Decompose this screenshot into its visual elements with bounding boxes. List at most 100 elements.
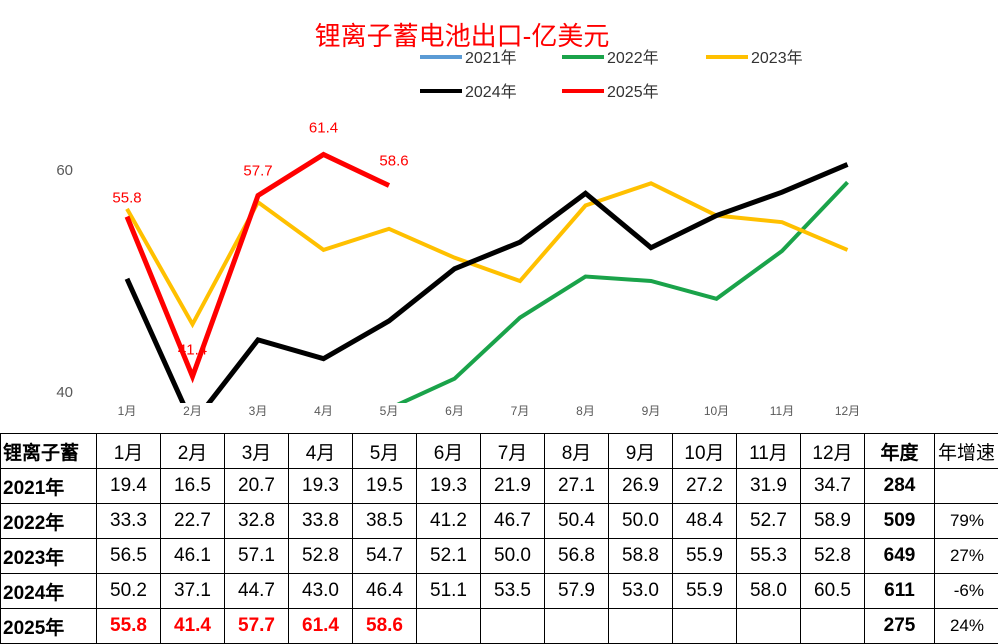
chart-title: 锂离子蓄电池出口-亿美元 bbox=[315, 21, 610, 51]
table-cell: 32.8 bbox=[225, 504, 289, 539]
table-cell: 50.4 bbox=[545, 504, 609, 539]
x-tick-label: 12月 bbox=[835, 404, 860, 418]
series-line-2024年 bbox=[127, 164, 848, 424]
table-cell: 58.9 bbox=[801, 504, 865, 539]
table-cell: 55.8 bbox=[97, 609, 161, 644]
table-cell: 41.2 bbox=[417, 504, 481, 539]
data-label: 55.8 bbox=[112, 190, 141, 207]
data-label: 57.7 bbox=[243, 163, 272, 180]
table-cell bbox=[417, 609, 481, 644]
row-year: 2021年 bbox=[1, 469, 97, 504]
table-cell: 58.0 bbox=[737, 574, 801, 609]
table-header-1: 1月 bbox=[97, 434, 161, 469]
table-cell: 50.0 bbox=[481, 539, 545, 574]
table-cell bbox=[545, 609, 609, 644]
table-cell: 54.7 bbox=[353, 539, 417, 574]
row-growth bbox=[935, 469, 998, 504]
table-cell: 46.1 bbox=[161, 539, 225, 574]
legend: 2021年 2022年 2023年 2024年 2025年 bbox=[420, 49, 803, 101]
table-cell: 50.2 bbox=[97, 574, 161, 609]
x-tick-label: 5月 bbox=[380, 404, 399, 418]
table-cell: 56.5 bbox=[97, 539, 161, 574]
legend-label-2025: 2025年 bbox=[607, 83, 659, 101]
row-growth: 24% bbox=[935, 609, 998, 644]
x-tick-label: 8月 bbox=[576, 404, 595, 418]
table-cell: 33.8 bbox=[289, 504, 353, 539]
x-tick-label: 7月 bbox=[511, 404, 530, 418]
table-cell: 57.1 bbox=[225, 539, 289, 574]
x-tick-label: 9月 bbox=[642, 404, 661, 418]
table-cell: 22.7 bbox=[161, 504, 225, 539]
table-cell: 26.9 bbox=[609, 469, 673, 504]
table-header-12: 12月 bbox=[801, 434, 865, 469]
table-cell: 58.6 bbox=[353, 609, 417, 644]
line-chart: 锂离子蓄电池出口-亿美元 2021年 2022年 2023年 2024年 202… bbox=[0, 0, 998, 433]
table-cell: 44.7 bbox=[225, 574, 289, 609]
x-tick-label: 1月 bbox=[118, 404, 137, 418]
row-growth: -6% bbox=[935, 574, 998, 609]
table-header-9: 9月 bbox=[609, 434, 673, 469]
x-tick-label: 3月 bbox=[249, 404, 268, 418]
row-total: 275 bbox=[865, 609, 935, 644]
table-header-6: 6月 bbox=[417, 434, 481, 469]
table-cell: 55.3 bbox=[737, 539, 801, 574]
table-cell: 51.1 bbox=[417, 574, 481, 609]
row-year: 2022年 bbox=[1, 504, 97, 539]
table-header-11: 11月 bbox=[737, 434, 801, 469]
table-header-8: 8月 bbox=[545, 434, 609, 469]
table-header-5: 5月 bbox=[353, 434, 417, 469]
table-cell bbox=[609, 609, 673, 644]
table-cell bbox=[801, 609, 865, 644]
table-cell: 48.4 bbox=[673, 504, 737, 539]
row-year: 2023年 bbox=[1, 539, 97, 574]
x-tick-label: 6月 bbox=[445, 404, 464, 418]
table-cell: 52.1 bbox=[417, 539, 481, 574]
table-cell bbox=[481, 609, 545, 644]
legend-label-2022: 2022年 bbox=[607, 49, 659, 67]
x-tick-label: 2月 bbox=[183, 404, 202, 418]
x-tick-label: 11月 bbox=[770, 404, 794, 418]
legend-label-2023: 2023年 bbox=[751, 49, 803, 67]
table-cell: 53.0 bbox=[609, 574, 673, 609]
table-cell: 55.9 bbox=[673, 539, 737, 574]
table-cell: 19.3 bbox=[289, 469, 353, 504]
table-cell: 37.1 bbox=[161, 574, 225, 609]
table-cell: 19.3 bbox=[417, 469, 481, 504]
table-header-14: 年增速 bbox=[935, 434, 998, 469]
legend-label-2021: 2021年 bbox=[465, 49, 517, 67]
table-header-13: 年度 bbox=[865, 434, 935, 469]
table-header-4: 4月 bbox=[289, 434, 353, 469]
table-cell: 52.8 bbox=[289, 539, 353, 574]
y-tick-label: 40 bbox=[56, 384, 73, 401]
table-cell: 58.8 bbox=[609, 539, 673, 574]
row-growth: 27% bbox=[935, 539, 998, 574]
table-cell: 52.8 bbox=[801, 539, 865, 574]
table-cell: 61.4 bbox=[289, 609, 353, 644]
table-cell: 53.5 bbox=[481, 574, 545, 609]
table-cell: 38.5 bbox=[353, 504, 417, 539]
table-cell: 21.9 bbox=[481, 469, 545, 504]
table-cell: 46.4 bbox=[353, 574, 417, 609]
row-total: 284 bbox=[865, 469, 935, 504]
row-year: 2025年 bbox=[1, 609, 97, 644]
table-cell: 41.4 bbox=[161, 609, 225, 644]
table-cell: 46.7 bbox=[481, 504, 545, 539]
table-header-2: 2月 bbox=[161, 434, 225, 469]
table-header-3: 3月 bbox=[225, 434, 289, 469]
table-cell: 20.7 bbox=[225, 469, 289, 504]
table-cell: 57.9 bbox=[545, 574, 609, 609]
legend-label-2024: 2024年 bbox=[465, 83, 517, 101]
table-cell: 55.9 bbox=[673, 574, 737, 609]
table-cell: 33.3 bbox=[97, 504, 161, 539]
table-cell: 43.0 bbox=[289, 574, 353, 609]
table-cell bbox=[737, 609, 801, 644]
data-label: 41.4 bbox=[178, 341, 207, 358]
x-tick-label: 10月 bbox=[704, 404, 729, 418]
row-total: 509 bbox=[865, 504, 935, 539]
